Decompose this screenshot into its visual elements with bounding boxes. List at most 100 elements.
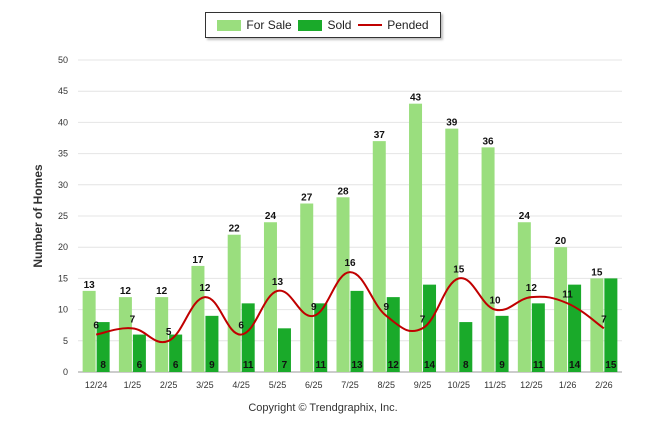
y-tick-label: 35 [58, 149, 68, 159]
legend-label-pended: Pended [387, 18, 429, 32]
data-label-sold: 13 [351, 360, 363, 371]
bar-sold[interactable] [495, 315, 509, 372]
data-label-sold: 7 [282, 360, 288, 371]
pended-line[interactable] [95, 271, 605, 344]
bar-for-sale[interactable] [227, 234, 241, 372]
data-label-sold: 8 [463, 360, 469, 371]
x-tick-label: 2/26 [595, 380, 613, 390]
bar-for-sale[interactable] [445, 128, 459, 372]
bar-for-sale[interactable] [372, 141, 386, 372]
data-label-pended: 13 [272, 277, 284, 288]
legend-label-for-sale: For Sale [246, 18, 292, 32]
data-label-for-sale: 24 [519, 211, 531, 222]
bar-sold[interactable] [568, 284, 582, 372]
data-label-sold: 9 [499, 360, 505, 371]
bar-for-sale[interactable] [409, 103, 423, 373]
data-label-for-sale: 28 [337, 186, 349, 197]
data-label-sold: 12 [388, 360, 400, 371]
bar-sold[interactable] [241, 303, 255, 372]
bar-for-sale[interactable] [191, 265, 205, 372]
data-label-for-sale: 15 [591, 267, 603, 278]
data-label-pended: 9 [311, 302, 317, 313]
bar-sold[interactable] [423, 284, 437, 372]
data-label-pended: 15 [453, 264, 465, 275]
bar-sold[interactable] [132, 334, 146, 372]
x-tick-label: 11/25 [484, 380, 506, 390]
x-tick-label: 6/25 [305, 380, 323, 390]
data-label-pended: 7 [601, 314, 607, 325]
legend-item-for-sale[interactable]: For Sale [217, 18, 292, 32]
y-tick-label: 0 [63, 367, 68, 377]
y-axis-title: Number of Homes [31, 164, 45, 268]
data-label-pended: 16 [344, 258, 356, 269]
bar-for-sale[interactable] [590, 278, 604, 372]
y-tick-label: 10 [58, 305, 68, 315]
legend-item-sold[interactable]: Sold [298, 18, 351, 32]
data-label-sold: 11 [533, 360, 544, 371]
legend-swatch-for-sale [217, 19, 242, 31]
bar-sold[interactable] [386, 297, 400, 372]
y-tick-label: 15 [58, 273, 68, 283]
bar-for-sale[interactable] [118, 297, 132, 372]
data-label-for-sale: 13 [84, 280, 96, 291]
bar-for-sale[interactable] [82, 290, 96, 372]
bar-sold[interactable] [169, 334, 183, 372]
y-tick-label: 40 [58, 117, 68, 127]
bar-sold[interactable] [604, 278, 618, 372]
data-label-sold: 15 [605, 360, 617, 371]
data-label-sold: 6 [137, 360, 143, 371]
x-tick-label: 4/25 [232, 380, 250, 390]
data-label-for-sale: 36 [483, 136, 495, 147]
data-label-for-sale: 24 [265, 211, 277, 222]
bar-for-sale[interactable] [336, 197, 350, 372]
bar-sold[interactable] [277, 328, 291, 372]
pended-line-group [95, 271, 605, 344]
legend-item-pended[interactable]: Pended [358, 18, 429, 32]
bar-sold[interactable] [350, 290, 364, 372]
data-label-for-sale: 22 [229, 224, 241, 235]
y-tick-label: 20 [58, 242, 68, 252]
y-tick-label: 30 [58, 180, 68, 190]
legend-label-sold: Sold [327, 18, 352, 32]
bar-sold[interactable] [459, 322, 473, 372]
legend-swatch-sold [298, 19, 323, 31]
x-tick-label: 12/24 [85, 380, 108, 390]
copyright-text: Copyright © Trendgraphix, Inc. [248, 402, 398, 414]
data-label-for-sale: 27 [301, 193, 313, 204]
x-tick-label: 1/26 [559, 380, 577, 390]
data-label-pended: 11 [562, 289, 573, 300]
bar-for-sale[interactable] [155, 297, 169, 372]
bar-sold[interactable] [314, 303, 328, 372]
data-label-for-sale: 20 [555, 236, 567, 247]
data-label-for-sale: 17 [192, 255, 204, 266]
bar-sold[interactable] [205, 315, 219, 372]
bars [82, 103, 618, 373]
x-tick-label: 9/25 [414, 380, 432, 390]
bar-sold[interactable] [531, 303, 545, 372]
bar-for-sale[interactable] [554, 247, 568, 372]
data-label-sold: 8 [100, 360, 106, 371]
x-tick-label: 5/25 [269, 380, 287, 390]
data-label-for-sale: 12 [120, 286, 132, 297]
data-label-sold: 11 [315, 360, 326, 371]
x-tick-label: 8/25 [378, 380, 396, 390]
data-label-pended: 6 [93, 321, 99, 332]
data-label-pended: 9 [383, 302, 389, 313]
x-tick-label: 2/25 [160, 380, 178, 390]
x-tick-label: 7/25 [341, 380, 359, 390]
y-tick-label: 25 [58, 211, 68, 221]
y-tick-label: 5 [63, 336, 68, 346]
data-label-pended: 10 [490, 296, 502, 307]
legend: For Sale Sold Pended [205, 12, 441, 38]
data-label-for-sale: 37 [374, 130, 386, 141]
x-tick-label: 10/25 [448, 380, 471, 390]
legend-swatch-pended [358, 24, 383, 26]
y-tick-label: 50 [58, 55, 68, 65]
data-label-sold: 11 [243, 360, 254, 371]
bar-for-sale[interactable] [517, 222, 531, 372]
bar-for-sale[interactable] [481, 147, 495, 372]
bar-for-sale[interactable] [300, 203, 314, 372]
grid [78, 59, 622, 373]
